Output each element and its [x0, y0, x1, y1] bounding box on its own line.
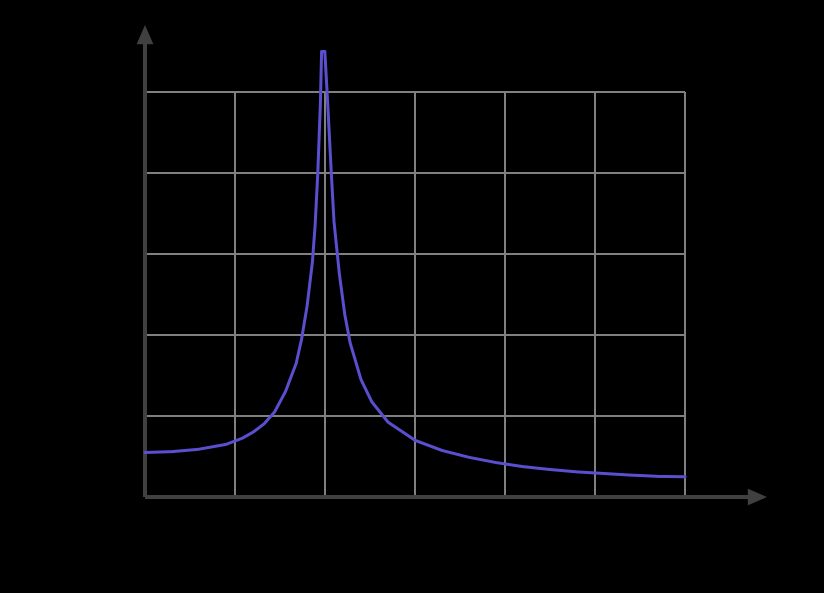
resonance-chart — [0, 0, 824, 593]
